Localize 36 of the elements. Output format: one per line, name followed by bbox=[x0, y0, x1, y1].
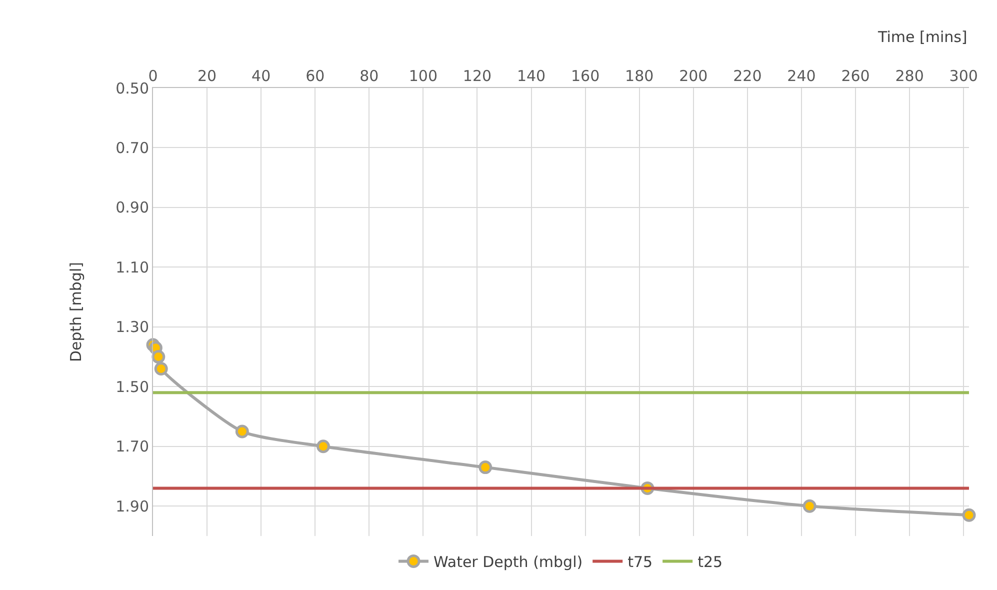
y-tick-label: 1.70 bbox=[116, 438, 149, 456]
legend-label: t75 bbox=[628, 553, 653, 572]
x-tick-label: 140 bbox=[516, 67, 546, 85]
legend-label: t25 bbox=[698, 553, 723, 572]
x-tick-label: 160 bbox=[571, 67, 600, 85]
point bbox=[152, 350, 166, 364]
x-tick-label: 100 bbox=[408, 67, 438, 85]
y-tick-label: 0.50 bbox=[116, 79, 149, 98]
point bbox=[802, 499, 816, 513]
y-axis-title: Depth [mbgl] bbox=[66, 262, 85, 362]
x-tick-label: 40 bbox=[252, 67, 271, 85]
y-tick-label: 1.50 bbox=[116, 378, 149, 396]
point bbox=[316, 440, 330, 454]
x-tick-label: 260 bbox=[841, 67, 870, 85]
x-tick-label: 200 bbox=[679, 67, 708, 85]
x-tick-label: 20 bbox=[197, 67, 217, 85]
x-tick-label: 300 bbox=[949, 67, 978, 85]
y-tick-label: 1.30 bbox=[116, 318, 149, 336]
x-tick-label: 0 bbox=[148, 67, 158, 85]
x-tick-label: 120 bbox=[462, 67, 492, 85]
legend-label: Water Depth (mbgl) bbox=[434, 553, 583, 572]
y-tick-label: 1.10 bbox=[116, 258, 149, 276]
point bbox=[235, 424, 249, 438]
y-tick-label: 0.90 bbox=[116, 198, 149, 217]
y-tick-label: 0.70 bbox=[116, 138, 149, 157]
point bbox=[154, 362, 168, 376]
x-tick-label: 240 bbox=[787, 67, 816, 85]
x-tick-label: 220 bbox=[733, 67, 762, 85]
point bbox=[478, 460, 492, 474]
point bbox=[962, 508, 976, 522]
x-tick-label: 60 bbox=[306, 67, 325, 85]
x-tick-label: 280 bbox=[895, 67, 924, 85]
x-tick-label: 180 bbox=[625, 67, 654, 85]
x-axis-title: Time [mins] bbox=[877, 28, 968, 46]
x-tick-label: 80 bbox=[360, 67, 379, 85]
y-tick-label: 1.90 bbox=[116, 497, 149, 516]
